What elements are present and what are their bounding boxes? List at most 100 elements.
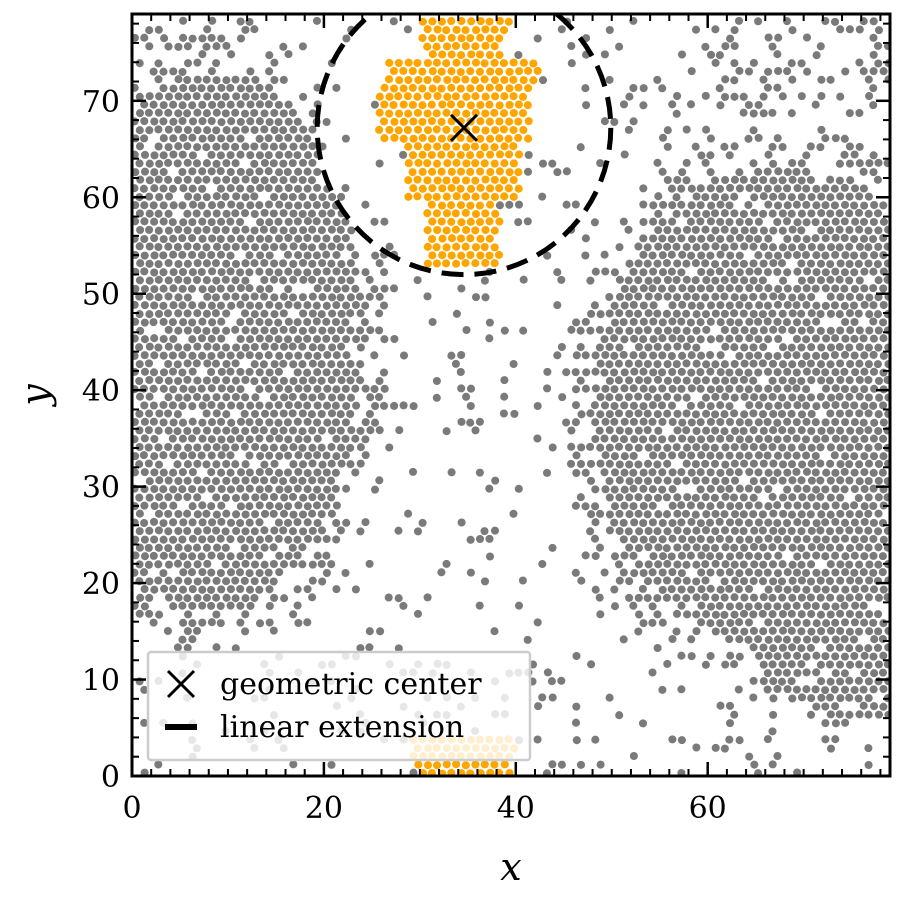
particle xyxy=(764,33,773,42)
particle xyxy=(236,84,245,93)
particle xyxy=(874,226,883,235)
particle xyxy=(859,418,868,427)
cluster-particle xyxy=(418,33,427,43)
particle xyxy=(270,293,279,302)
cluster-particle xyxy=(432,109,441,118)
particle xyxy=(653,493,663,502)
particle xyxy=(725,334,734,343)
cluster-particle xyxy=(423,209,432,218)
particle xyxy=(336,426,345,435)
particle xyxy=(855,159,864,168)
particle xyxy=(749,109,758,118)
particle xyxy=(778,360,788,369)
cluster-particle xyxy=(404,109,413,118)
particle xyxy=(178,535,187,544)
particle xyxy=(246,401,255,410)
particle xyxy=(184,192,193,201)
particle xyxy=(792,167,801,176)
cluster-particle xyxy=(437,67,446,76)
particle xyxy=(380,384,389,393)
particle xyxy=(269,476,279,485)
particle xyxy=(643,259,652,268)
particle xyxy=(802,635,812,644)
particle xyxy=(715,451,724,460)
particle xyxy=(692,359,701,368)
particle xyxy=(678,351,687,360)
particle xyxy=(739,609,749,618)
particle xyxy=(178,67,187,77)
cluster-particle xyxy=(385,125,394,134)
particle xyxy=(193,143,202,152)
cluster-particle xyxy=(500,142,509,151)
cluster-particle xyxy=(433,176,442,185)
particle xyxy=(730,459,739,468)
cluster-particle xyxy=(519,58,528,67)
particle xyxy=(169,117,178,126)
particle xyxy=(706,535,715,544)
particle xyxy=(678,250,687,259)
particle xyxy=(878,568,887,577)
particle xyxy=(250,108,259,118)
particle xyxy=(745,351,754,360)
particle xyxy=(835,342,844,352)
particle xyxy=(217,484,226,494)
particle xyxy=(246,234,255,243)
particle xyxy=(697,151,706,160)
particle xyxy=(658,218,667,227)
particle xyxy=(246,535,255,544)
particle xyxy=(663,226,672,235)
particle xyxy=(654,209,663,218)
particle xyxy=(873,310,883,319)
particle xyxy=(164,192,174,201)
cluster-particle xyxy=(490,259,499,268)
particle xyxy=(865,326,874,335)
particle xyxy=(860,618,869,627)
particle xyxy=(299,376,308,385)
particle xyxy=(168,184,178,193)
particle xyxy=(750,393,759,402)
particle xyxy=(313,468,322,477)
particle xyxy=(600,468,609,477)
particle xyxy=(865,627,874,636)
particle xyxy=(696,318,705,327)
particle xyxy=(682,342,691,351)
particle xyxy=(173,427,182,436)
particle xyxy=(773,501,782,510)
particle xyxy=(140,33,149,42)
particle xyxy=(836,25,845,34)
particle xyxy=(226,83,235,92)
particle xyxy=(816,610,826,619)
particle xyxy=(346,259,355,268)
particle xyxy=(183,59,193,68)
particle xyxy=(605,493,614,502)
particle xyxy=(260,443,269,452)
particle xyxy=(274,502,284,511)
particle xyxy=(874,242,883,251)
particle xyxy=(716,701,725,710)
particle xyxy=(136,593,145,602)
particle xyxy=(702,510,711,519)
particle xyxy=(586,409,595,418)
particle xyxy=(806,259,816,268)
particle xyxy=(423,292,432,301)
particle xyxy=(135,460,144,469)
particle xyxy=(812,301,821,310)
cluster-particle xyxy=(413,192,422,201)
cluster-particle xyxy=(427,134,437,143)
particle xyxy=(289,226,298,235)
particle xyxy=(777,677,787,686)
cluster-particle xyxy=(432,209,441,218)
particle xyxy=(883,242,890,251)
particle xyxy=(798,460,807,469)
particle xyxy=(605,292,614,302)
particle xyxy=(673,576,682,585)
particle xyxy=(716,351,725,360)
particle xyxy=(826,175,835,184)
particle xyxy=(854,526,863,535)
particle xyxy=(217,367,226,376)
particle xyxy=(154,543,163,552)
particle xyxy=(188,385,197,394)
particle xyxy=(831,400,840,410)
particle xyxy=(322,501,331,510)
particle xyxy=(289,760,298,769)
